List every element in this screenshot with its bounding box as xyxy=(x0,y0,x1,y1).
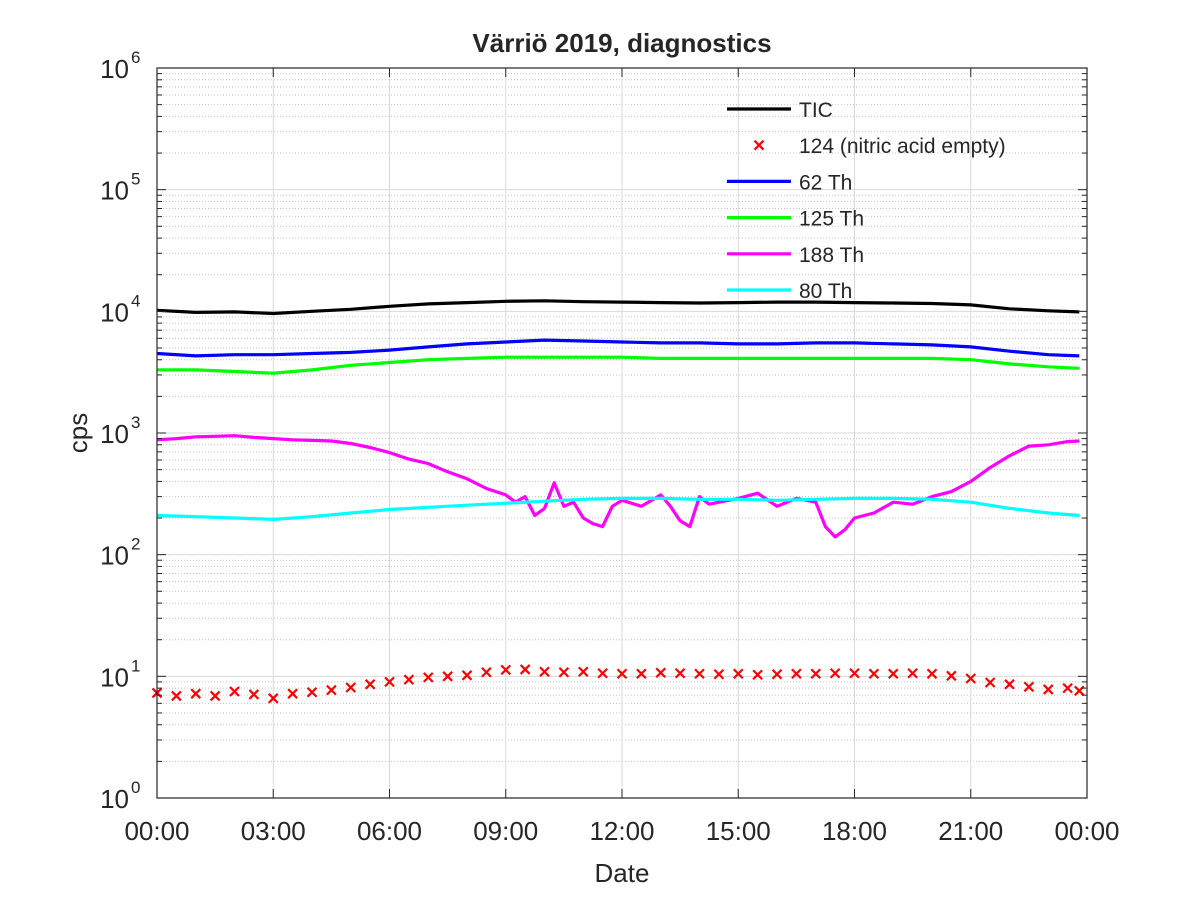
y-tick-label: 10 xyxy=(100,176,129,206)
chart-title: Värriö 2019, diagnostics xyxy=(472,28,771,58)
data-point xyxy=(713,668,725,680)
x-tick-label: 18:00 xyxy=(822,816,887,846)
data-point xyxy=(209,690,221,702)
legend-label: 188 Th xyxy=(799,244,864,267)
data-point xyxy=(655,667,667,679)
y-tick-label: 10 xyxy=(100,419,129,449)
data-point xyxy=(171,690,182,702)
y-tick-exponent: 3 xyxy=(131,413,140,432)
series-line-80-th xyxy=(156,496,1080,522)
data-point xyxy=(267,693,279,704)
data-point xyxy=(1042,684,1054,695)
y-tick-label: 10 xyxy=(100,541,129,571)
data-point xyxy=(229,686,240,697)
y-tick-exponent: 0 xyxy=(131,778,140,797)
data-point xyxy=(752,669,763,681)
y-tick-label: 10 xyxy=(100,297,129,327)
data-point xyxy=(558,666,570,678)
data-point xyxy=(597,667,608,679)
y-tick-exponent: 2 xyxy=(131,535,140,554)
series-line-188-th xyxy=(156,434,1080,539)
data-point xyxy=(868,668,880,680)
y-tick-exponent: 4 xyxy=(131,291,140,310)
legend-label: 62 Th xyxy=(799,171,852,194)
data-point xyxy=(461,670,473,681)
y-tick-exponent: 1 xyxy=(131,656,140,675)
x-tick-label: 00:00 xyxy=(124,816,189,846)
data-point xyxy=(248,689,260,700)
data-point xyxy=(539,666,550,678)
data-point xyxy=(965,673,977,684)
x-axis-label: Date xyxy=(595,858,650,888)
legend-label: 125 Th xyxy=(799,208,864,231)
x-tick-label: 06:00 xyxy=(357,816,422,846)
legend-swatch xyxy=(753,139,765,151)
y-axis-label: cps xyxy=(63,413,93,453)
y-tick-label: 10 xyxy=(100,54,129,84)
axis-ticks xyxy=(156,67,1088,799)
series-markers-124-nitric-acid-empty xyxy=(151,664,1085,704)
legend-label: 80 Th xyxy=(799,280,852,303)
y-tick-exponent: 5 xyxy=(131,170,140,189)
y-tick-label: 10 xyxy=(100,662,129,692)
data-point xyxy=(907,667,918,679)
data-point xyxy=(345,682,357,693)
legend: TIC 124 (nitric acid empty) 62 Th 125 Th 188… xyxy=(727,99,1006,303)
data-point xyxy=(190,688,202,699)
x-tick-label: 21:00 xyxy=(938,816,1003,846)
data-point xyxy=(946,670,957,682)
data-point xyxy=(636,668,647,680)
data-point xyxy=(519,664,531,675)
data-point xyxy=(1004,679,1015,690)
data-point xyxy=(694,668,705,680)
series-line-tic xyxy=(156,299,1080,316)
y-tick-exponent: 6 xyxy=(131,48,140,67)
data-point xyxy=(1023,681,1035,693)
data-point xyxy=(926,668,938,680)
x-tick-label: 15:00 xyxy=(706,816,771,846)
data-point xyxy=(810,668,822,680)
y-tick-label: 10 xyxy=(100,784,129,814)
data-point xyxy=(577,666,589,678)
data-point xyxy=(481,666,492,678)
x-tick-label: 09:00 xyxy=(473,816,538,846)
data-point xyxy=(442,671,453,682)
series-line-125-th xyxy=(157,355,1080,375)
x-tick-label: 12:00 xyxy=(589,816,654,846)
data-point xyxy=(771,668,783,680)
data-point xyxy=(287,688,298,699)
series-layer xyxy=(151,299,1085,704)
data-point xyxy=(403,674,415,685)
data-point xyxy=(887,668,899,680)
series-line-62-th xyxy=(156,338,1080,358)
data-point xyxy=(326,684,337,696)
data-point xyxy=(616,668,628,680)
data-point xyxy=(306,686,318,698)
data-point xyxy=(500,664,512,676)
data-point xyxy=(829,667,841,679)
data-point xyxy=(422,672,434,683)
data-point xyxy=(849,667,860,679)
data-point xyxy=(384,676,395,688)
data-point xyxy=(1062,682,1073,694)
legend-label: TIC xyxy=(799,99,833,122)
x-tick-label: 03:00 xyxy=(241,816,306,846)
x-tick-label: 00:00 xyxy=(1054,816,1119,846)
legend-label: 124 (nitric acid empty) xyxy=(799,135,1006,158)
data-point xyxy=(674,667,686,679)
data-point xyxy=(732,668,744,680)
data-point xyxy=(364,679,376,690)
data-point xyxy=(984,677,996,688)
x-tick-labels: 00:00 03:00 06:00 09:00 12:00 15:00 18:00 21:00… xyxy=(124,816,1119,846)
data-point xyxy=(791,668,802,680)
